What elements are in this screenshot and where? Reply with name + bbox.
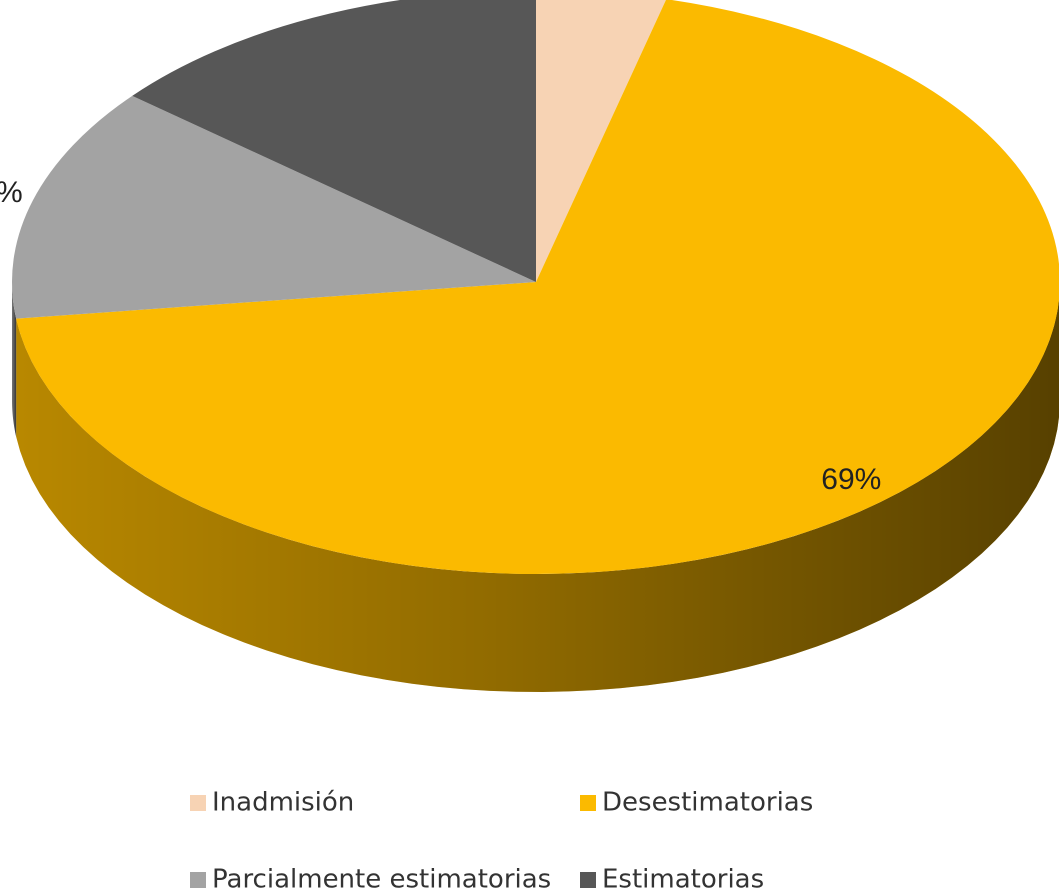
data-label-desestimatorias: 69% — [821, 463, 881, 496]
data-labels: 4%69%13%14% — [0, 0, 881, 496]
legend-swatch-parcialmente-estimatorias — [190, 872, 206, 888]
legend-swatch-estimatorias — [580, 872, 596, 888]
legend: Inadmisión Desestimatorias Parcialmente es… — [190, 788, 813, 892]
legend-swatch-desestimatorias — [580, 795, 596, 811]
pie-slice-desestimatorias — [16, 0, 1059, 574]
legend-swatch-inadmision — [190, 795, 206, 811]
data-label-parcialmente-estimatorias: 13% — [0, 176, 23, 209]
legend-label-estimatorias: Estimatorias — [602, 865, 764, 892]
data-label-estimatorias: 14% — [261, 0, 321, 6]
legend-item-parcialmente-estimatorias: Parcialmente estimatorias — [190, 865, 551, 892]
legend-item-inadmision: Inadmisión — [190, 788, 354, 818]
pie-side-shade-desestimatorias — [16, 299, 1059, 692]
legend-label-parcialmente-estimatorias: Parcialmente estimatorias — [212, 865, 551, 892]
legend-item-desestimatorias: Desestimatorias — [580, 788, 813, 818]
pie-slice-parcialmente-estimatorias — [11, 95, 536, 319]
pie-slice-inadmision — [536, 0, 666, 282]
legend-label-desestimatorias: Desestimatorias — [602, 788, 813, 818]
pie-slices — [11, 0, 1059, 574]
legend-item-estimatorias: Estimatorias — [580, 865, 764, 892]
pie-sides — [12, 282, 1059, 692]
pie-side-shade-parcialmente-estimatorias — [12, 282, 17, 437]
legend-label-inadmision: Inadmisión — [212, 788, 354, 818]
pie-slice-estimatorias — [132, 0, 536, 282]
